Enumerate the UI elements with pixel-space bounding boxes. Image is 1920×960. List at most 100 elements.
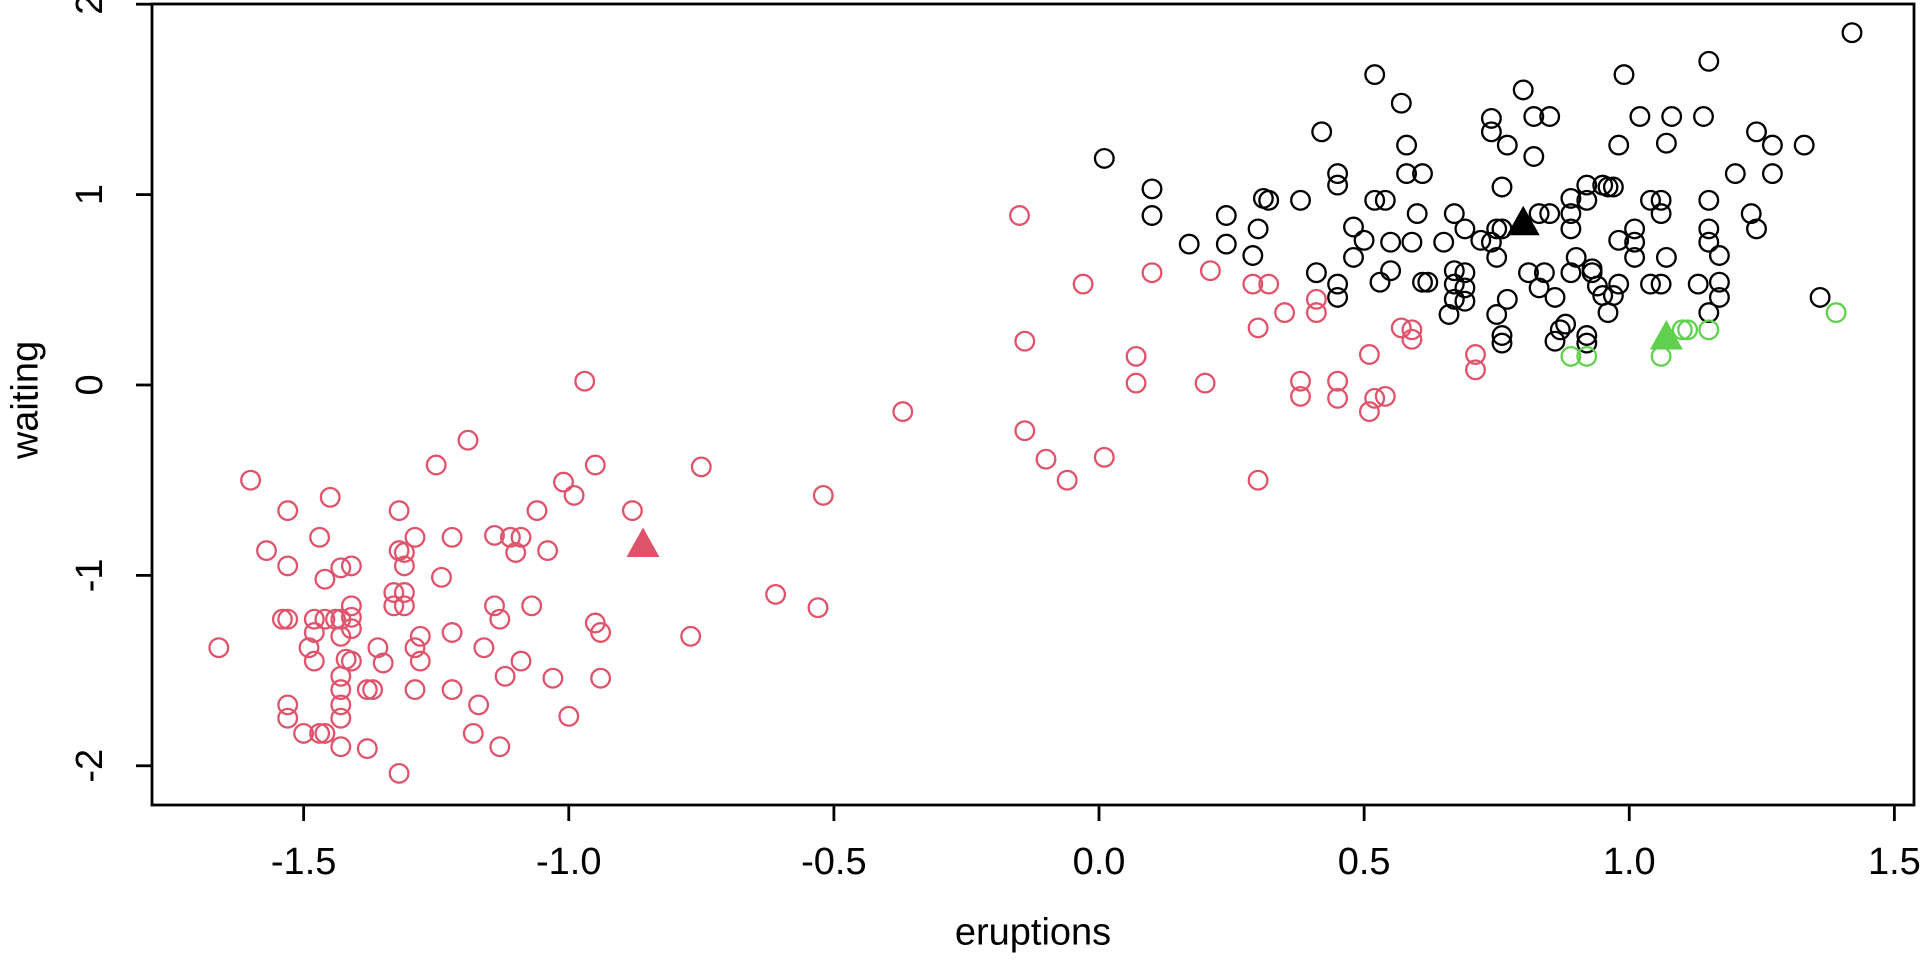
data-point xyxy=(1496,288,1518,310)
data-point xyxy=(1549,319,1571,341)
data-point xyxy=(1406,203,1428,225)
data-point xyxy=(1661,106,1683,127)
data-point xyxy=(1343,246,1364,268)
data-point xyxy=(1560,187,1582,209)
data-point xyxy=(1401,231,1423,253)
data-point xyxy=(356,679,378,701)
data-point xyxy=(1454,290,1476,312)
data-point xyxy=(1374,385,1396,407)
x-axis-label: eruptions xyxy=(954,911,1112,954)
data-point xyxy=(303,622,325,643)
data-point xyxy=(1009,205,1030,226)
data-point xyxy=(590,667,612,689)
center-black-triangle-icon xyxy=(1506,205,1540,236)
data-point xyxy=(1454,277,1476,299)
data-point xyxy=(393,555,415,577)
data-point xyxy=(340,650,362,672)
data-point xyxy=(1412,271,1433,293)
data-point xyxy=(1242,273,1264,295)
data-point xyxy=(1290,370,1311,392)
data-point xyxy=(1401,328,1423,350)
data-point xyxy=(1380,260,1402,282)
data-point xyxy=(484,595,505,617)
data-point xyxy=(1671,319,1693,341)
data-point xyxy=(309,722,331,744)
data-point xyxy=(393,582,415,603)
y-tick-label: -2 xyxy=(69,749,111,783)
data-point xyxy=(1327,286,1349,308)
data-point xyxy=(1624,231,1646,253)
data-point xyxy=(1247,218,1269,240)
data-point xyxy=(240,469,262,491)
data-point xyxy=(388,500,410,522)
data-point xyxy=(690,456,712,478)
data-point xyxy=(330,736,352,758)
data-point xyxy=(537,540,559,562)
data-point xyxy=(765,583,787,605)
data-point xyxy=(409,650,431,672)
y-tick-label: 0 xyxy=(69,374,111,395)
center-red-triangle-icon xyxy=(626,527,660,558)
data-point xyxy=(404,526,426,548)
data-point xyxy=(563,484,585,506)
data-point xyxy=(330,665,352,687)
data-point xyxy=(1433,231,1455,253)
data-point xyxy=(1698,218,1720,240)
data-point xyxy=(441,526,463,548)
data-point xyxy=(1640,273,1661,295)
data-point xyxy=(441,679,463,701)
data-point xyxy=(1560,345,1582,367)
data-point xyxy=(277,694,299,716)
data-point xyxy=(1655,246,1677,268)
data-point xyxy=(1761,134,1783,156)
data-point xyxy=(314,608,336,630)
data-point xyxy=(1708,245,1730,266)
data-point xyxy=(314,568,336,590)
data-point xyxy=(1809,286,1831,308)
data-point xyxy=(1417,271,1439,293)
data-point xyxy=(1841,22,1863,44)
data-point xyxy=(1364,189,1386,211)
data-point xyxy=(367,637,389,659)
data-point xyxy=(1491,332,1513,354)
data-point xyxy=(1539,106,1561,127)
data-point xyxy=(1305,288,1327,310)
data-point xyxy=(1698,189,1720,211)
data-point xyxy=(521,595,543,617)
data-point xyxy=(1602,285,1624,306)
y-tick-label: 2 xyxy=(69,0,111,15)
data-point xyxy=(298,637,320,659)
cluster-black-points xyxy=(1093,22,1863,354)
data-point xyxy=(1698,50,1720,72)
data-point xyxy=(404,637,426,659)
data-point xyxy=(1528,203,1550,225)
data-point xyxy=(1486,246,1508,268)
data-point xyxy=(330,707,352,729)
data-point xyxy=(1608,229,1630,251)
data-point xyxy=(1496,134,1518,156)
data-point xyxy=(1825,302,1847,324)
data-point xyxy=(1390,92,1412,114)
data-point xyxy=(1327,387,1349,409)
data-point xyxy=(340,555,362,577)
data-point xyxy=(1576,325,1598,346)
data-point xyxy=(1465,359,1486,381)
data-point xyxy=(1194,372,1216,394)
data-point xyxy=(1396,163,1418,185)
data-point xyxy=(457,429,479,451)
data-point xyxy=(473,637,495,659)
data-point xyxy=(542,667,564,689)
data-point xyxy=(574,370,596,392)
data-point xyxy=(1486,304,1508,325)
x-tick-label: 0.0 xyxy=(1073,841,1126,883)
data-point xyxy=(1491,325,1513,346)
data-point xyxy=(1438,304,1460,325)
data-point xyxy=(499,526,521,548)
data-point xyxy=(271,608,293,630)
data-point xyxy=(1056,469,1078,491)
data-point xyxy=(277,500,299,522)
data-point xyxy=(1258,189,1280,211)
data-point xyxy=(1698,302,1720,324)
data-point xyxy=(330,694,352,716)
data-point xyxy=(1576,345,1598,367)
